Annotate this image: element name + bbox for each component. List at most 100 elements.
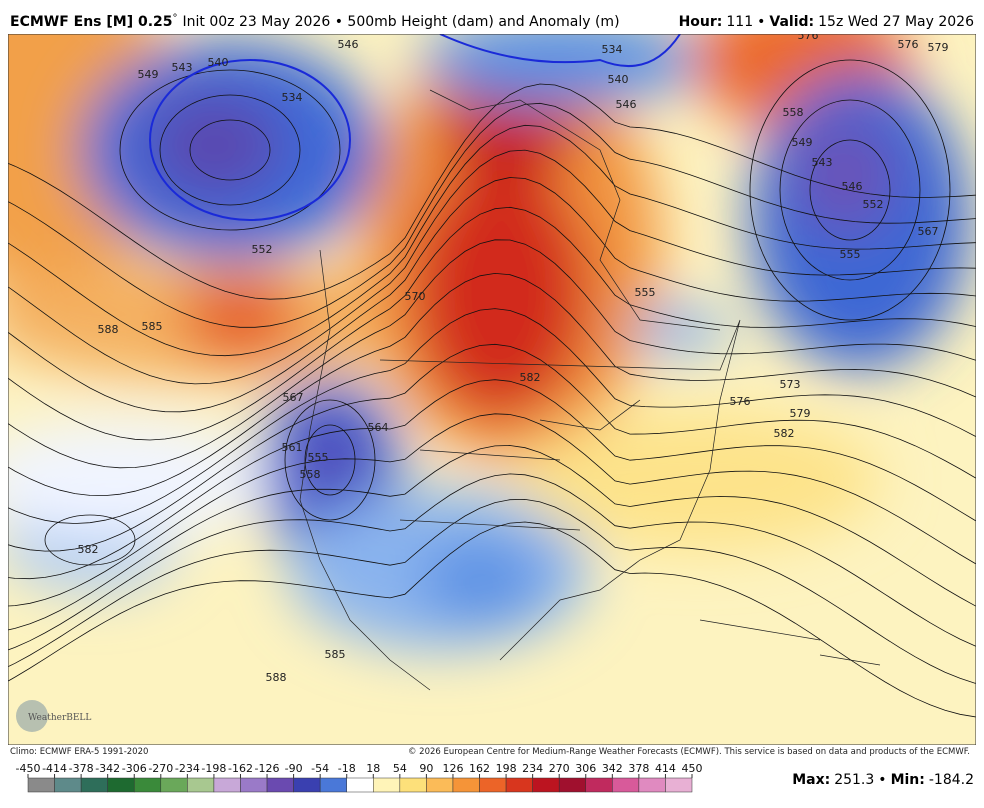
contour-label: 534 — [602, 43, 623, 56]
min-label: Min: — [891, 772, 925, 788]
contour-label: 576 — [798, 29, 819, 42]
contour-line — [8, 239, 976, 469]
contour-label: 543 — [172, 61, 193, 74]
contour-label: 576 — [730, 395, 751, 408]
blue-contour — [439, 34, 681, 67]
contour-label: 564 — [368, 421, 389, 434]
contour-label: 558 — [300, 468, 321, 481]
contour-line — [8, 124, 976, 357]
colorbar-swatch — [665, 777, 693, 793]
max-label: Max: — [792, 772, 830, 788]
contour-label: 588 — [98, 323, 119, 336]
contour-line — [8, 413, 976, 607]
contour-label: 546 — [338, 38, 359, 51]
colorbar-tick-label: -54 — [311, 762, 329, 775]
colorbar-swatch — [612, 777, 640, 793]
colorbar-tick-label: -126 — [255, 762, 280, 775]
contour-label: 582 — [78, 543, 99, 556]
colorbar-swatch — [399, 777, 427, 793]
colorbar-tick-label: 54 — [393, 762, 407, 775]
colorbar-swatch — [213, 777, 241, 793]
contour-label: 546 — [616, 98, 637, 111]
colorbar-swatch — [54, 777, 82, 793]
colorbar-tick-label: -90 — [285, 762, 303, 775]
contour-line — [8, 272, 976, 497]
title: ECMWF Ens [M] 0.25 — [10, 14, 173, 30]
contour-label: 573 — [780, 378, 801, 391]
contours — [8, 59, 976, 718]
contour-label: 576 — [898, 38, 919, 51]
contour-label: 558 — [783, 106, 804, 119]
contour-label: 555 — [840, 248, 861, 261]
colorbar-tick-label: -342 — [95, 762, 120, 775]
climo: Climo: ECMWF ERA-5 1991-2020 — [10, 747, 148, 757]
colorbar-swatch — [133, 777, 162, 793]
map: 549 543 540 546 534 552 588 585 570 567 564 561 558 5… — [8, 29, 976, 745]
hour: 111 — [726, 14, 753, 30]
contour-label: 567 — [918, 225, 939, 238]
separator: • — [878, 772, 886, 788]
colorbar-tick-label: -18 — [338, 762, 356, 775]
contour-label: 543 — [812, 156, 833, 169]
colorbar-tick-label: -306 — [122, 762, 147, 775]
colorbar-swatch — [585, 777, 613, 793]
separator: • — [757, 14, 765, 30]
header-left: ECMWF Ens [M] 0.25° Init 00z 23 May 2026 … — [10, 13, 620, 30]
colorbar-tick-label: -414 — [42, 762, 67, 775]
colorbar-tick-label: 162 — [469, 762, 490, 775]
contour-line — [8, 521, 976, 718]
colorbar-tick-label: 18 — [366, 762, 380, 775]
contour-label: 579 — [790, 407, 811, 420]
header-right: Hour: 111 • Valid: 15z Wed 27 May 2026 — [679, 14, 975, 30]
colorbar-tick-label: -378 — [69, 762, 94, 775]
colorbar-swatch — [187, 777, 215, 793]
colorbar-tick-label: 234 — [522, 762, 543, 775]
contour-label: 588 — [266, 671, 287, 684]
logo-mark — [16, 700, 48, 732]
contour-label: 570 — [405, 290, 426, 303]
contour-line — [779, 99, 921, 281]
colorbar-tick-label: 90 — [419, 762, 433, 775]
colorbar-tick-label: 414 — [655, 762, 676, 775]
contour-label: 567 — [283, 391, 304, 404]
colorbar-swatch — [293, 777, 321, 793]
contour-line — [119, 69, 341, 231]
colorbar-tick-label: -162 — [228, 762, 253, 775]
contour-line — [8, 149, 976, 385]
colorbar-swatch — [452, 777, 480, 793]
colorbar-tick-label: 198 — [496, 762, 517, 775]
contour-label: 555 — [308, 451, 329, 464]
colorbar-swatch — [426, 777, 454, 793]
contour-line — [8, 498, 976, 684]
contour-line — [8, 379, 976, 580]
contour-line — [8, 308, 976, 524]
colorbar-swatch — [319, 777, 347, 793]
contour-label: 561 — [282, 441, 303, 454]
colorbar-swatch — [532, 777, 560, 793]
contour-line — [304, 424, 356, 496]
contour-label: 582 — [774, 427, 795, 440]
min: -184.2 — [929, 772, 974, 788]
contour-label: 540 — [208, 56, 229, 69]
contour-label: 552 — [252, 243, 273, 256]
contour-labels: 549 543 540 546 534 552 588 585 570 567 564 561 558 5… — [78, 29, 949, 684]
colorbar-tick-label: -198 — [201, 762, 226, 775]
subtitle: Init 00z 23 May 2026 • 500mb Height (dam… — [183, 14, 620, 30]
degree: ° — [173, 13, 178, 24]
contour-line — [8, 206, 976, 441]
max: 251.3 — [834, 772, 874, 788]
colorbar-swatch — [373, 777, 401, 793]
contour-line — [44, 514, 136, 566]
contour-line — [8, 473, 976, 651]
copyright: © 2026 European Centre for Medium-Range … — [408, 747, 970, 757]
contour-line — [8, 343, 976, 552]
colorbar-swatch — [160, 777, 188, 793]
colorbar: -450 -414 -378 -342 -306 -270 -234 -198 -162 -126… — [16, 762, 703, 793]
hour-label: Hour: — [679, 14, 723, 30]
colorbar-swatch — [346, 777, 374, 793]
contour-line — [284, 399, 376, 521]
valid-label: Valid: — [769, 14, 814, 30]
stats: Max: 251.3 • Min: -184.2 — [792, 772, 974, 788]
coastlines — [299, 89, 881, 691]
